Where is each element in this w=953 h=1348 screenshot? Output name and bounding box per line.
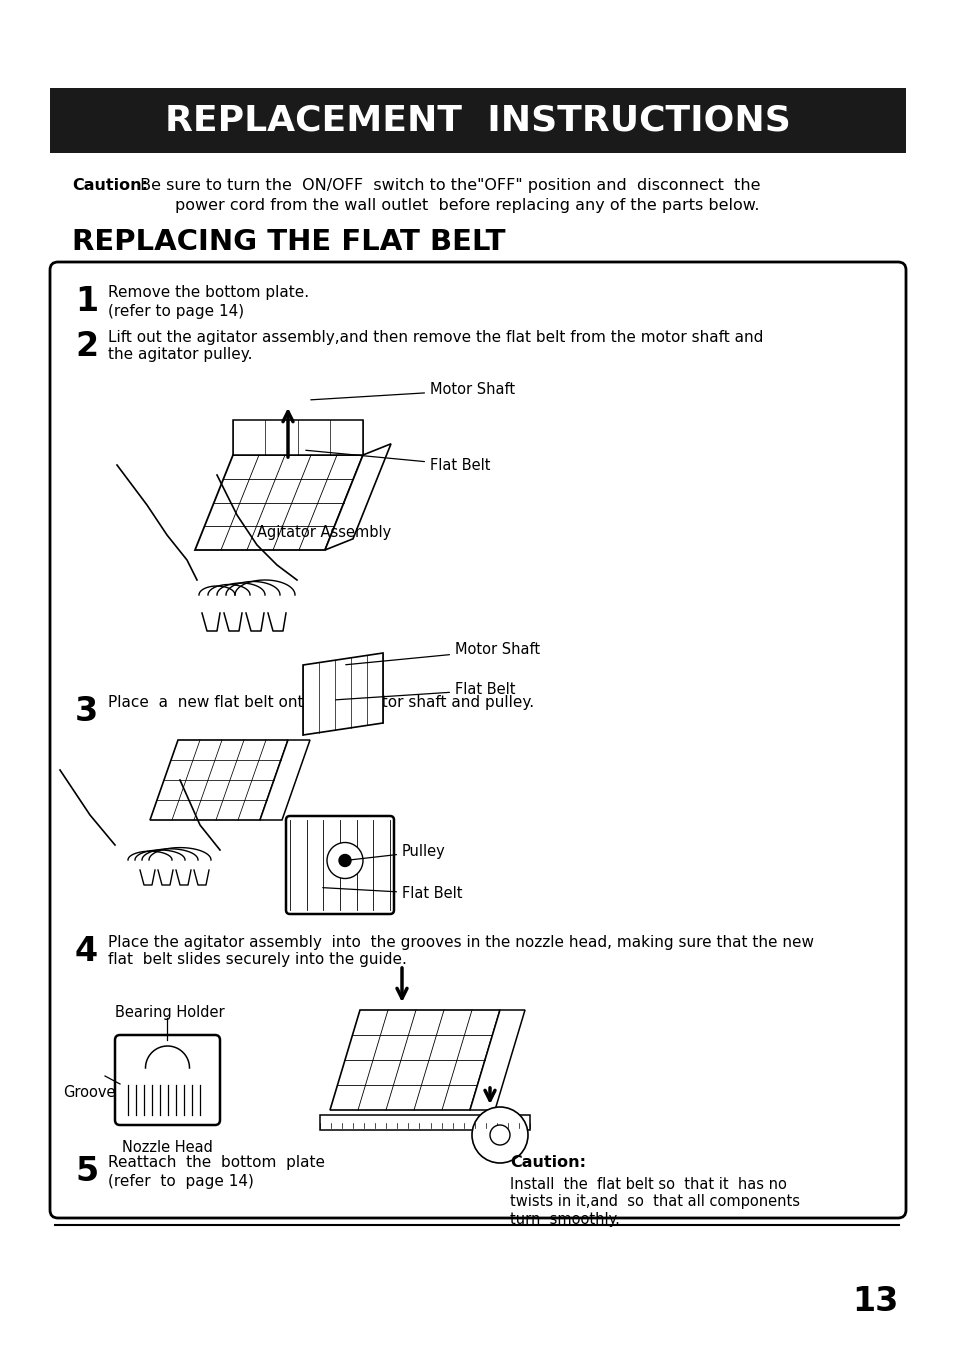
Text: (refer  to  page 14): (refer to page 14) bbox=[108, 1174, 253, 1189]
Circle shape bbox=[338, 855, 351, 867]
Polygon shape bbox=[325, 443, 391, 550]
Polygon shape bbox=[194, 456, 363, 550]
Polygon shape bbox=[470, 1010, 524, 1109]
Text: Flat Belt: Flat Belt bbox=[306, 450, 490, 473]
Circle shape bbox=[327, 842, 363, 879]
Text: Install  the  flat belt so  that it  has no
twists in it,and  so  that all compo: Install the flat belt so that it has no … bbox=[510, 1177, 800, 1227]
Text: power cord from the wall outlet  before replacing any of the parts below.: power cord from the wall outlet before r… bbox=[174, 198, 759, 213]
Text: Place  a  new flat belt onto  the  motor shaft and pulley.: Place a new flat belt onto the motor sha… bbox=[108, 696, 534, 710]
Text: Caution:: Caution: bbox=[510, 1155, 585, 1170]
Text: 2: 2 bbox=[75, 330, 98, 363]
Text: 13: 13 bbox=[851, 1285, 897, 1318]
Text: REPLACING THE FLAT BELT: REPLACING THE FLAT BELT bbox=[71, 228, 505, 256]
Text: (refer to page 14): (refer to page 14) bbox=[108, 305, 244, 319]
Circle shape bbox=[490, 1126, 510, 1144]
FancyBboxPatch shape bbox=[286, 816, 394, 914]
Text: REPLACEMENT  INSTRUCTIONS: REPLACEMENT INSTRUCTIONS bbox=[165, 104, 790, 137]
Circle shape bbox=[472, 1107, 527, 1163]
Text: Be sure to turn the  ON/OFF  switch to the"OFF" position and  disconnect  the: Be sure to turn the ON/OFF switch to the… bbox=[135, 178, 760, 193]
Text: 4: 4 bbox=[75, 936, 98, 968]
Polygon shape bbox=[303, 652, 382, 735]
FancyBboxPatch shape bbox=[50, 88, 905, 154]
Text: Nozzle Head: Nozzle Head bbox=[122, 1140, 213, 1155]
Polygon shape bbox=[150, 740, 288, 820]
Text: Caution:: Caution: bbox=[71, 178, 148, 193]
Text: Motor Shaft: Motor Shaft bbox=[345, 643, 539, 665]
Text: Lift out the agitator assembly,and then remove the flat belt from the motor shaf: Lift out the agitator assembly,and then … bbox=[108, 330, 762, 363]
Text: Bearing Holder: Bearing Holder bbox=[115, 1006, 224, 1020]
Text: 1: 1 bbox=[75, 284, 98, 318]
Text: Flat Belt: Flat Belt bbox=[335, 682, 515, 700]
Text: Agitator Assembly: Agitator Assembly bbox=[256, 524, 391, 541]
Text: Reattach  the  bottom  plate: Reattach the bottom plate bbox=[108, 1155, 325, 1170]
Text: 3: 3 bbox=[75, 696, 98, 728]
Text: Flat Belt: Flat Belt bbox=[322, 886, 462, 902]
Polygon shape bbox=[319, 1115, 530, 1130]
Polygon shape bbox=[260, 740, 310, 820]
FancyBboxPatch shape bbox=[115, 1035, 220, 1126]
Polygon shape bbox=[233, 421, 363, 456]
Text: 5: 5 bbox=[75, 1155, 98, 1188]
Text: Motor Shaft: Motor Shaft bbox=[311, 383, 515, 400]
Text: Pulley: Pulley bbox=[348, 844, 445, 860]
Text: Groove: Groove bbox=[63, 1085, 115, 1100]
FancyBboxPatch shape bbox=[50, 262, 905, 1219]
Polygon shape bbox=[330, 1010, 499, 1109]
Text: Place the agitator assembly  into  the grooves in the nozzle head, making sure t: Place the agitator assembly into the gro… bbox=[108, 936, 813, 968]
Text: Remove the bottom plate.: Remove the bottom plate. bbox=[108, 284, 309, 301]
